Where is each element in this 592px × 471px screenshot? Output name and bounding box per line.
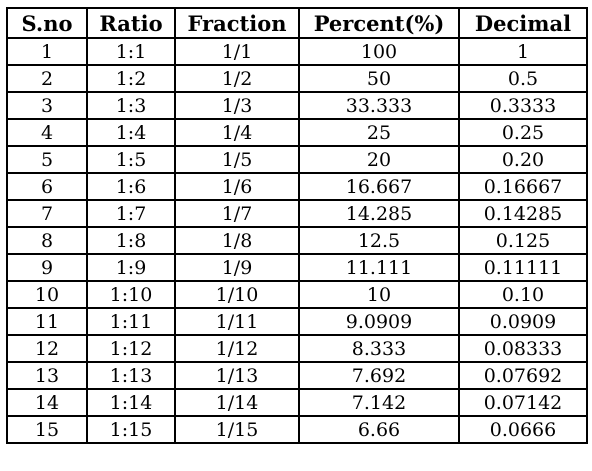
cell-ratio: 1:13 bbox=[86, 361, 176, 390]
cell-sno: 1 bbox=[6, 37, 88, 66]
cell-sno: 11 bbox=[6, 307, 88, 336]
cell-sno: 2 bbox=[6, 64, 88, 93]
cell-percent: 7.142 bbox=[298, 388, 460, 417]
cell-percent: 9.0909 bbox=[298, 307, 460, 336]
cell-percent: 100 bbox=[298, 37, 460, 66]
cell-decimal: 0.10 bbox=[458, 280, 588, 309]
header-fraction: Fraction bbox=[174, 7, 300, 39]
cell-decimal: 0.125 bbox=[458, 226, 588, 255]
cell-fraction: 1/7 bbox=[174, 199, 300, 228]
cell-percent: 8.333 bbox=[298, 334, 460, 363]
cell-ratio: 1:4 bbox=[86, 118, 176, 147]
header-sno: S.no bbox=[6, 7, 88, 39]
cell-decimal: 0.0909 bbox=[458, 307, 588, 336]
cell-ratio: 1:6 bbox=[86, 172, 176, 201]
cell-fraction: 1/2 bbox=[174, 64, 300, 93]
cell-sno: 5 bbox=[6, 145, 88, 174]
cell-ratio: 1:14 bbox=[86, 388, 176, 417]
cell-ratio: 1:10 bbox=[86, 280, 176, 309]
cell-decimal: 0.25 bbox=[458, 118, 588, 147]
table-row: 3 1:3 1/3 33.333 0.3333 bbox=[6, 91, 588, 120]
cell-fraction: 1/3 bbox=[174, 91, 300, 120]
cell-ratio: 1:9 bbox=[86, 253, 176, 282]
cell-percent: 10 bbox=[298, 280, 460, 309]
cell-percent: 6.66 bbox=[298, 415, 460, 444]
cell-fraction: 1/1 bbox=[174, 37, 300, 66]
cell-decimal: 0.14285 bbox=[458, 199, 588, 228]
cell-decimal: 0.5 bbox=[458, 64, 588, 93]
table-row: 6 1:6 1/6 16.667 0.16667 bbox=[6, 172, 588, 201]
cell-fraction: 1/15 bbox=[174, 415, 300, 444]
table-row: 12 1:12 1/12 8.333 0.08333 bbox=[6, 334, 588, 363]
cell-sno: 10 bbox=[6, 280, 88, 309]
cell-percent: 33.333 bbox=[298, 91, 460, 120]
cell-sno: 14 bbox=[6, 388, 88, 417]
cell-sno: 6 bbox=[6, 172, 88, 201]
cell-percent: 20 bbox=[298, 145, 460, 174]
cell-percent: 11.111 bbox=[298, 253, 460, 282]
cell-fraction: 1/13 bbox=[174, 361, 300, 390]
cell-percent: 12.5 bbox=[298, 226, 460, 255]
header-percent: Percent(%) bbox=[298, 7, 460, 39]
cell-fraction: 1/5 bbox=[174, 145, 300, 174]
cell-ratio: 1:8 bbox=[86, 226, 176, 255]
cell-sno: 12 bbox=[6, 334, 88, 363]
cell-fraction: 1/9 bbox=[174, 253, 300, 282]
header-row: S.no Ratio Fraction Percent(%) Decimal bbox=[6, 7, 588, 39]
cell-fraction: 1/6 bbox=[174, 172, 300, 201]
cell-percent: 25 bbox=[298, 118, 460, 147]
cell-fraction: 1/14 bbox=[174, 388, 300, 417]
table-row: 14 1:14 1/14 7.142 0.07142 bbox=[6, 388, 588, 417]
cell-fraction: 1/11 bbox=[174, 307, 300, 336]
cell-decimal: 0.20 bbox=[458, 145, 588, 174]
table-row: 2 1:2 1/2 50 0.5 bbox=[6, 64, 588, 93]
cell-ratio: 1:1 bbox=[86, 37, 176, 66]
cell-sno: 4 bbox=[6, 118, 88, 147]
cell-fraction: 1/12 bbox=[174, 334, 300, 363]
cell-sno: 15 bbox=[6, 415, 88, 444]
cell-sno: 7 bbox=[6, 199, 88, 228]
cell-ratio: 1:5 bbox=[86, 145, 176, 174]
cell-fraction: 1/10 bbox=[174, 280, 300, 309]
cell-percent: 50 bbox=[298, 64, 460, 93]
cell-sno: 3 bbox=[6, 91, 88, 120]
table-row: 9 1:9 1/9 11.111 0.11111 bbox=[6, 253, 588, 282]
cell-sno: 8 bbox=[6, 226, 88, 255]
cell-percent: 7.692 bbox=[298, 361, 460, 390]
table-row: 8 1:8 1/8 12.5 0.125 bbox=[6, 226, 588, 255]
cell-sno: 9 bbox=[6, 253, 88, 282]
cell-decimal: 1 bbox=[458, 37, 588, 66]
cell-decimal: 0.16667 bbox=[458, 172, 588, 201]
cell-ratio: 1:11 bbox=[86, 307, 176, 336]
cell-decimal: 0.0666 bbox=[458, 415, 588, 444]
table-row: 1 1:1 1/1 100 1 bbox=[6, 37, 588, 66]
cell-fraction: 1/8 bbox=[174, 226, 300, 255]
cell-ratio: 1:3 bbox=[86, 91, 176, 120]
table-row: 4 1:4 1/4 25 0.25 bbox=[6, 118, 588, 147]
cell-decimal: 0.3333 bbox=[458, 91, 588, 120]
header-ratio: Ratio bbox=[86, 7, 176, 39]
cell-ratio: 1:15 bbox=[86, 415, 176, 444]
cell-decimal: 0.11111 bbox=[458, 253, 588, 282]
cell-sno: 13 bbox=[6, 361, 88, 390]
table-row: 5 1:5 1/5 20 0.20 bbox=[6, 145, 588, 174]
table-row: 11 1:11 1/11 9.0909 0.0909 bbox=[6, 307, 588, 336]
cell-decimal: 0.07142 bbox=[458, 388, 588, 417]
cell-decimal: 0.07692 bbox=[458, 361, 588, 390]
cell-fraction: 1/4 bbox=[174, 118, 300, 147]
table-row: 7 1:7 1/7 14.285 0.14285 bbox=[6, 199, 588, 228]
cell-ratio: 1:12 bbox=[86, 334, 176, 363]
cell-ratio: 1:2 bbox=[86, 64, 176, 93]
cell-decimal: 0.08333 bbox=[458, 334, 588, 363]
ratio-conversion-table: S.no Ratio Fraction Percent(%) Decimal 1… bbox=[6, 7, 588, 444]
cell-percent: 16.667 bbox=[298, 172, 460, 201]
header-decimal: Decimal bbox=[458, 7, 588, 39]
cell-percent: 14.285 bbox=[298, 199, 460, 228]
table-row: 15 1:15 1/15 6.66 0.0666 bbox=[6, 415, 588, 444]
cell-ratio: 1:7 bbox=[86, 199, 176, 228]
table-row: 10 1:10 1/10 10 0.10 bbox=[6, 280, 588, 309]
table-row: 13 1:13 1/13 7.692 0.07692 bbox=[6, 361, 588, 390]
